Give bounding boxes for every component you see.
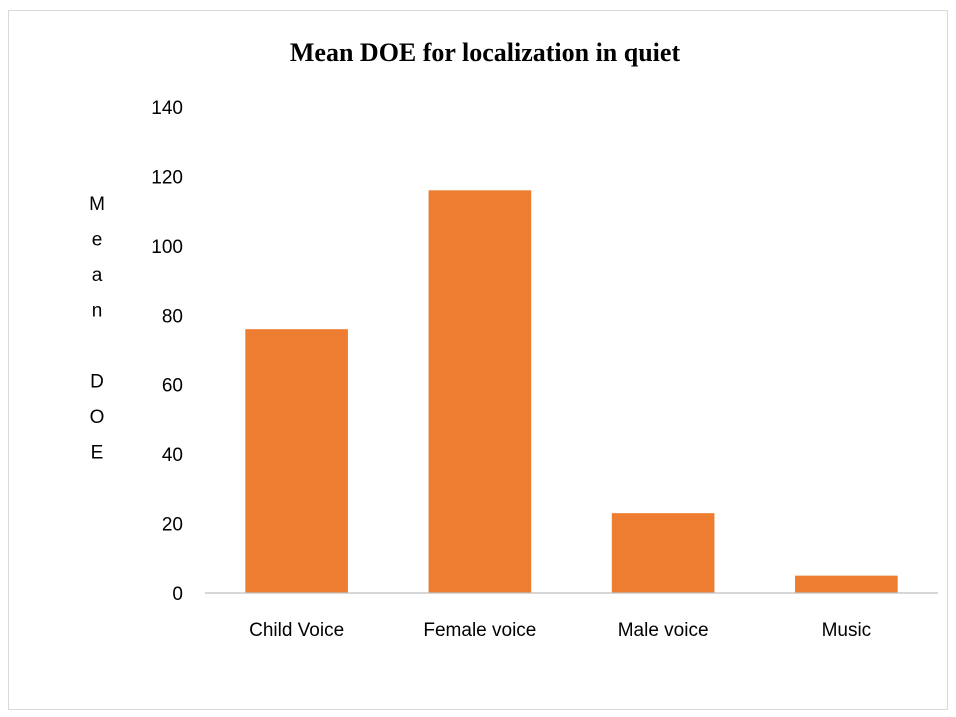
x-tick-label: Female voice [423, 620, 536, 641]
y-axis-label-char: D [90, 372, 104, 393]
bar-female-voice [428, 190, 532, 594]
y-tick-label: 0 [172, 584, 183, 605]
y-tick-label: 60 [162, 376, 183, 397]
y-tick-label: 20 [162, 515, 183, 536]
bar-child-voice [245, 329, 348, 593]
y-tick-label: 40 [162, 445, 183, 466]
bar-music [795, 575, 898, 593]
y-tick-label: 120 [151, 167, 183, 188]
x-axis-ticks: Child Voice Female voice Male voice Music [249, 620, 871, 641]
y-axis-label: Mean DOE [89, 194, 105, 464]
y-tick-label: 100 [151, 237, 183, 258]
y-axis-label-char: a [92, 265, 103, 286]
y-axis-ticks: 0 20 40 60 80 100 120 140 [151, 98, 183, 605]
x-tick-label: Child Voice [249, 620, 344, 641]
bar-male-voice [611, 513, 715, 593]
y-axis-label-char: E [91, 443, 104, 464]
x-tick-label: Male voice [618, 620, 709, 641]
x-tick-label: Music [822, 620, 872, 641]
y-axis-label-char: n [92, 301, 103, 322]
y-axis-label-char: e [92, 230, 103, 251]
y-axis-label-char: O [90, 407, 105, 428]
y-tick-label: 140 [151, 98, 183, 119]
bars [245, 190, 898, 594]
chart-title: Mean DOE for localization in quiet [290, 38, 681, 67]
y-tick-label: 80 [162, 306, 183, 327]
y-axis-label-char: M [89, 194, 105, 215]
